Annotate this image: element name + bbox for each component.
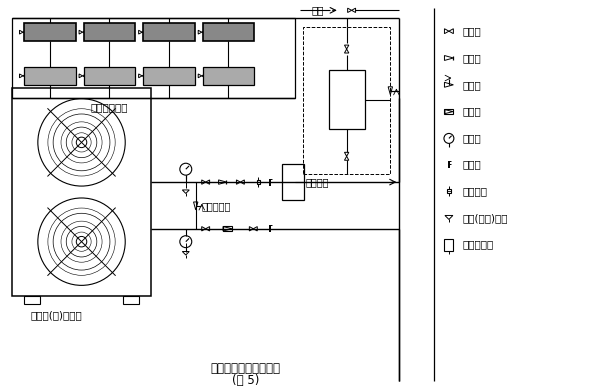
Bar — [203, 23, 254, 41]
Bar — [143, 67, 195, 85]
Bar — [257, 180, 260, 184]
Bar — [12, 88, 151, 296]
Bar — [447, 189, 451, 193]
Text: 过滤器: 过滤器 — [463, 107, 482, 116]
Bar — [24, 296, 40, 304]
Bar — [143, 23, 195, 41]
Text: 空调末端机组: 空调末端机组 — [91, 103, 128, 113]
Text: 密闭膨胀罐: 密闭膨胀罐 — [463, 240, 494, 250]
Bar — [24, 67, 75, 85]
Text: 止回阀: 止回阀 — [463, 53, 482, 63]
Bar — [203, 67, 254, 85]
Bar — [282, 164, 304, 200]
Text: 补水: 补水 — [311, 5, 324, 15]
Text: 流量开关: 流量开关 — [463, 186, 488, 196]
Text: 温度计: 温度计 — [463, 159, 482, 169]
Bar — [222, 226, 232, 232]
Text: 截止阀: 截止阀 — [463, 26, 482, 36]
Bar — [12, 18, 295, 98]
Bar — [303, 27, 390, 174]
Bar — [84, 67, 135, 85]
Text: 电加热器: 电加热器 — [306, 177, 330, 187]
Text: 压力表: 压力表 — [463, 133, 482, 143]
Text: (图 5): (图 5) — [232, 374, 259, 387]
Bar — [329, 70, 365, 129]
Text: 风冷冷(热)水主机: 风冷冷(热)水主机 — [31, 310, 82, 320]
Text: 维护旁通阀: 维护旁通阀 — [202, 201, 231, 211]
Bar — [444, 109, 454, 114]
Text: 排水(排气)接头: 排水(排气)接头 — [463, 213, 508, 223]
Bar — [84, 23, 135, 41]
Bar — [24, 23, 75, 41]
Bar — [123, 296, 139, 304]
Text: 闭式水系统安装参考图: 闭式水系统安装参考图 — [211, 362, 280, 375]
Text: 调节阀: 调节阀 — [463, 80, 482, 90]
Bar — [444, 239, 454, 250]
